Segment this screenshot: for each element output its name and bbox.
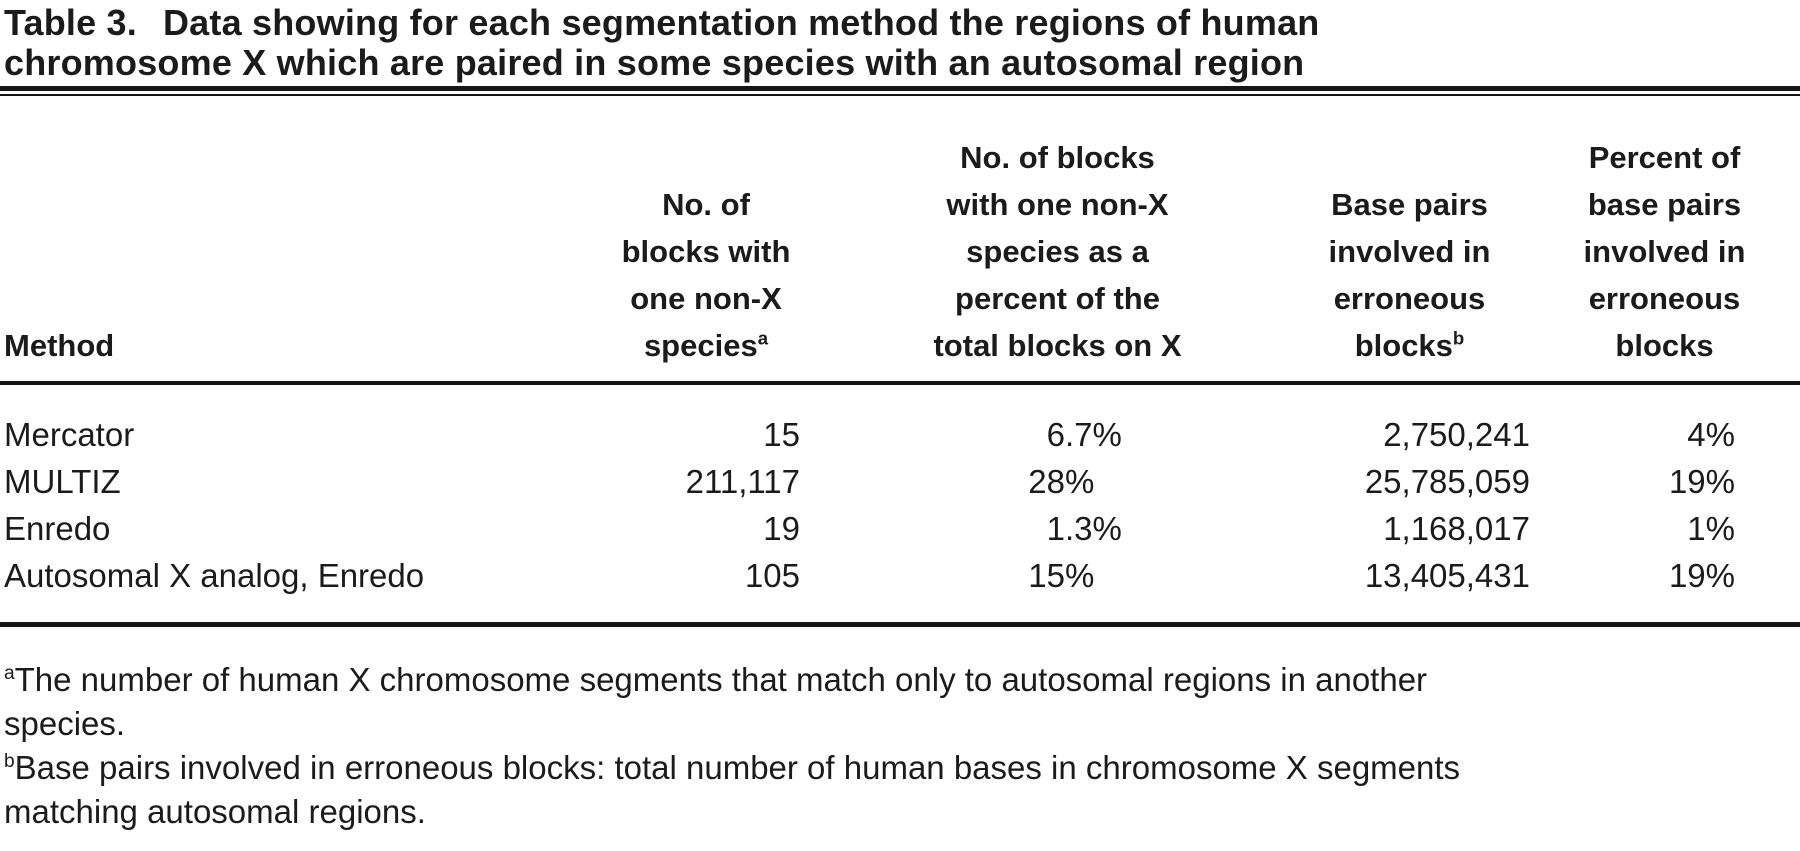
cell-base-pairs: 1,168,017: [1383, 510, 1530, 547]
cell-base-pairs-percent: 19%: [1668, 557, 1735, 594]
table-number-label: Table 3.: [4, 2, 137, 43]
column-header-blocks-non-x: No. of blocks with one non-X speciesa: [551, 181, 861, 369]
column-header-base-pairs-percent-text: Percent of base pairs involved in errone…: [1583, 140, 1746, 363]
cell-base-pairs: 2,750,241: [1383, 416, 1530, 453]
title-rule-thin: [0, 94, 1800, 96]
column-header-base-pairs-text: Base pairs involved in erroneous blocks: [1328, 187, 1491, 363]
cell-method: Mercator: [4, 416, 135, 453]
percent-integer-part: 6: [1046, 416, 1065, 453]
column-header-base-pairs: Base pairs involved in erroneous blocksb: [1207, 181, 1612, 369]
column-header-method: Method: [4, 328, 115, 363]
cell-method: Autosomal X analog, Enredo: [4, 557, 425, 594]
table-header-row: Method No. of blocks with one non-X spec…: [0, 134, 1800, 369]
table-row: Autosomal X analog, Enredo 105 15% 13,40…: [0, 552, 1800, 599]
footnote-marker-a: a: [4, 663, 15, 684]
cell-blocks-non-x: 105: [744, 557, 800, 594]
column-header-blocks-percent-text: No. of blocks with one non-X species as …: [933, 140, 1182, 363]
footnote-b-text: Base pairs involved in erroneous blocks:…: [4, 749, 1461, 830]
table-row: MULTIZ 211,117 28% 25,785,059 19%: [0, 458, 1800, 505]
cell-blocks-percent: 6.7%: [800, 411, 1125, 458]
footnote-a-text: The number of human X chromosome segment…: [4, 661, 1428, 742]
table-title: Table 3. Data showing for each segmentati…: [0, 0, 1800, 83]
cell-blocks-percent: 1.3%: [800, 505, 1125, 552]
title-rule-double: [0, 86, 1800, 96]
cell-blocks-non-x: 19: [763, 510, 800, 547]
footnote-b: bBase pairs involved in erroneous blocks…: [4, 746, 1800, 834]
percent-fraction-part: .3%: [1065, 510, 1122, 547]
cell-blocks-percent: 15%: [800, 552, 1125, 599]
cell-base-pairs: 13,405,431: [1364, 557, 1530, 594]
footnote-marker-b-ref: b: [1452, 327, 1465, 349]
title-rule-thick: [0, 86, 1800, 91]
table-row: Enredo 19 1.3% 1,168,017 1%: [0, 505, 1800, 552]
cell-base-pairs-percent: 1%: [1687, 510, 1735, 547]
percent-integer-part: 15: [1028, 557, 1065, 594]
column-header-base-pairs-percent: Percent of base pairs involved in errone…: [1562, 134, 1767, 369]
percent-integer-part: 28: [1028, 463, 1065, 500]
table-caption-text: Data showing for each segmentation metho…: [4, 2, 1320, 83]
cell-base-pairs-percent: 4%: [1687, 416, 1735, 453]
table-body: Mercator 15 6.7% 2,750,241 4% MULTIZ 211…: [0, 411, 1800, 599]
footnote-marker-a-ref: a: [757, 327, 769, 349]
percent-fraction-part: .7%: [1065, 416, 1122, 453]
column-header-blocks-percent: No. of blocks with one non-X species as …: [895, 134, 1220, 369]
cell-method: Enredo: [4, 510, 111, 547]
cell-method: MULTIZ: [4, 463, 121, 500]
cell-blocks-percent: 28%: [800, 458, 1125, 505]
table-bottom-rule: [0, 622, 1800, 627]
table-row: Mercator 15 6.7% 2,750,241 4%: [0, 411, 1800, 458]
cell-blocks-non-x: 211,117: [685, 463, 800, 500]
percent-integer-part: 1: [1046, 510, 1065, 547]
cell-base-pairs: 25,785,059: [1364, 463, 1530, 500]
footnote-marker-b: b: [4, 751, 15, 772]
percent-fraction-part: %: [1065, 463, 1095, 500]
percent-fraction-part: %: [1065, 557, 1095, 594]
cell-blocks-non-x: 15: [763, 416, 800, 453]
cell-base-pairs-percent: 19%: [1668, 463, 1735, 500]
column-header-blocks-non-x-text: No. of blocks with one non-X species: [621, 187, 791, 363]
header-bottom-rule: [0, 381, 1800, 385]
footnote-a: aThe number of human X chromosome segmen…: [4, 658, 1800, 746]
footnotes: aThe number of human X chromosome segmen…: [0, 658, 1800, 834]
